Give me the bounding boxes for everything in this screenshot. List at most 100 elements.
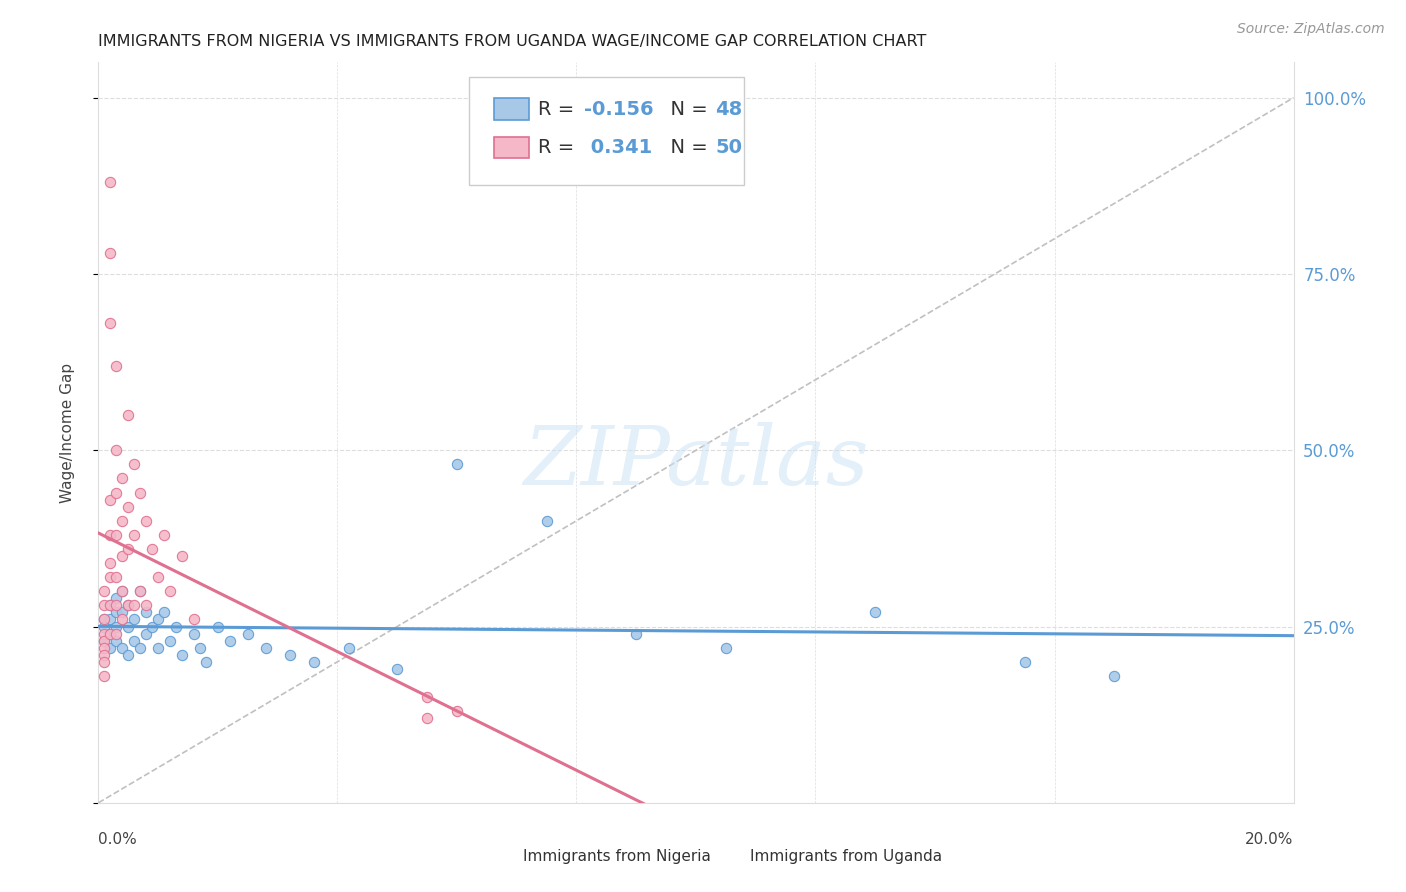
Point: [105, 599, 128, 613]
Point: [98, 492, 122, 507]
Point: [105, 528, 128, 542]
Text: R =: R =: [538, 100, 581, 119]
Point: [93, 612, 115, 626]
Point: [153, 528, 176, 542]
Point: [148, 612, 170, 626]
Point: [93, 599, 115, 613]
Point: [98, 175, 122, 189]
Text: ZIPatlas: ZIPatlas: [523, 422, 869, 502]
Point: [117, 648, 139, 662]
Point: [714, 640, 737, 655]
Point: [117, 500, 139, 514]
Point: [93, 619, 115, 633]
Point: [219, 633, 242, 648]
Point: [93, 648, 115, 662]
Point: [135, 599, 157, 613]
Point: [302, 655, 325, 669]
Point: [135, 626, 157, 640]
Point: [105, 443, 128, 458]
Point: [159, 633, 181, 648]
Point: [129, 640, 152, 655]
Point: [105, 359, 128, 373]
FancyBboxPatch shape: [706, 849, 744, 873]
Point: [124, 528, 146, 542]
FancyBboxPatch shape: [478, 849, 517, 873]
Point: [254, 640, 277, 655]
Point: [536, 514, 558, 528]
Point: [98, 612, 122, 626]
Point: [117, 599, 139, 613]
Point: [339, 640, 361, 655]
Y-axis label: Wage/Income Gap: Wage/Income Gap: [60, 362, 75, 503]
Point: [93, 669, 115, 683]
Point: [141, 541, 163, 556]
FancyBboxPatch shape: [470, 78, 744, 185]
Point: [93, 655, 115, 669]
Point: [93, 633, 115, 648]
Point: [98, 570, 122, 584]
Point: [153, 606, 176, 620]
Point: [159, 584, 181, 599]
Point: [124, 458, 146, 472]
Point: [117, 619, 139, 633]
Point: [236, 626, 259, 640]
Point: [183, 626, 205, 640]
Point: [1104, 669, 1126, 683]
Point: [446, 704, 468, 718]
Point: [111, 584, 134, 599]
Point: [98, 528, 122, 542]
Point: [207, 619, 229, 633]
Point: [98, 640, 122, 655]
Text: N =: N =: [658, 100, 714, 119]
Text: Source: ZipAtlas.com: Source: ZipAtlas.com: [1237, 22, 1385, 37]
Point: [93, 640, 115, 655]
Point: [111, 471, 134, 485]
Point: [111, 606, 134, 620]
Point: [111, 612, 134, 626]
Point: [93, 612, 115, 626]
FancyBboxPatch shape: [494, 136, 529, 158]
Point: [416, 690, 439, 704]
Point: [98, 245, 122, 260]
Point: [124, 599, 146, 613]
Point: [129, 485, 152, 500]
Text: Immigrants from Uganda: Immigrants from Uganda: [749, 849, 942, 864]
Point: [626, 626, 648, 640]
Point: [111, 514, 134, 528]
Text: 20.0%: 20.0%: [1246, 831, 1294, 847]
Text: N =: N =: [658, 138, 714, 157]
Point: [148, 570, 170, 584]
Point: [98, 599, 122, 613]
Point: [105, 591, 128, 606]
Point: [124, 633, 146, 648]
Point: [98, 626, 122, 640]
Text: 50: 50: [716, 138, 742, 157]
Text: 0.341: 0.341: [583, 138, 652, 157]
Point: [105, 485, 128, 500]
Point: [124, 612, 146, 626]
Point: [141, 619, 163, 633]
Text: 48: 48: [716, 100, 742, 119]
Point: [148, 640, 170, 655]
Point: [188, 640, 211, 655]
Point: [117, 408, 139, 422]
Point: [135, 606, 157, 620]
Point: [111, 584, 134, 599]
Point: [135, 514, 157, 528]
Point: [278, 648, 301, 662]
Point: [111, 549, 134, 563]
Point: [446, 458, 468, 472]
Point: [385, 662, 409, 676]
Point: [172, 549, 194, 563]
Point: [105, 619, 128, 633]
Point: [195, 655, 218, 669]
Text: R =: R =: [538, 138, 586, 157]
Text: -0.156: -0.156: [583, 100, 654, 119]
Point: [117, 541, 139, 556]
Point: [172, 648, 194, 662]
Point: [117, 599, 139, 613]
Point: [105, 633, 128, 648]
Point: [416, 711, 439, 725]
Point: [93, 584, 115, 599]
Point: [105, 626, 128, 640]
